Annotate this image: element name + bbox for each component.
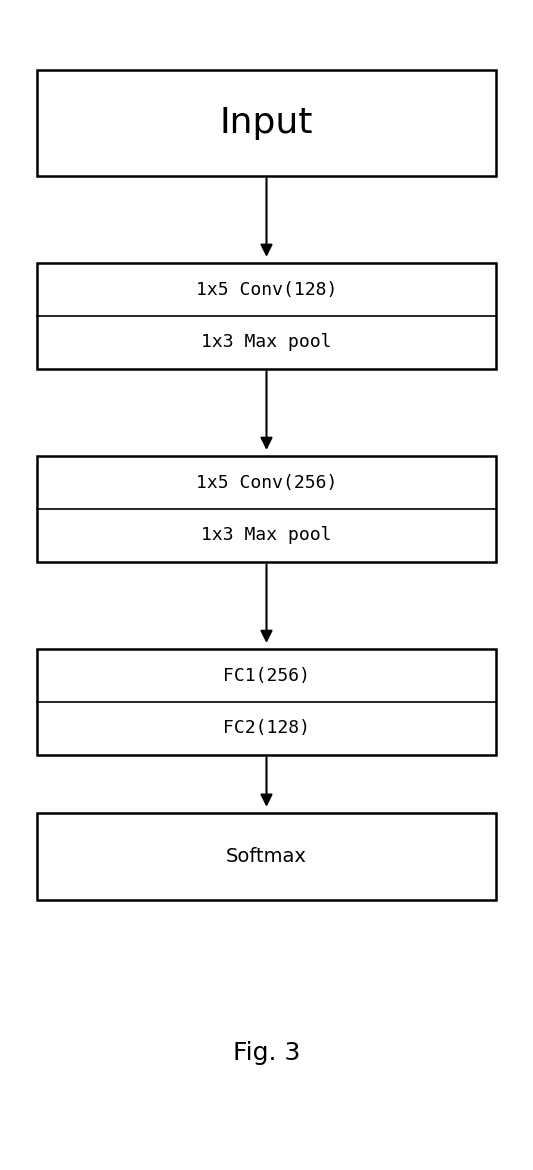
Text: 1x3 Max pool: 1x3 Max pool xyxy=(201,333,332,351)
Text: Fig. 3: Fig. 3 xyxy=(233,1040,300,1065)
Bar xyxy=(37,70,496,176)
Bar xyxy=(37,263,496,369)
Text: FC1(256): FC1(256) xyxy=(223,667,310,684)
Text: 1x5 Conv(256): 1x5 Conv(256) xyxy=(196,474,337,491)
Text: Input: Input xyxy=(220,105,313,140)
Text: 1x5 Conv(128): 1x5 Conv(128) xyxy=(196,281,337,298)
Bar xyxy=(37,649,496,755)
Text: FC2(128): FC2(128) xyxy=(223,720,310,737)
Bar xyxy=(37,456,496,562)
Text: 1x3 Max pool: 1x3 Max pool xyxy=(201,526,332,544)
Text: Softmax: Softmax xyxy=(226,847,307,866)
Bar xyxy=(37,812,496,901)
